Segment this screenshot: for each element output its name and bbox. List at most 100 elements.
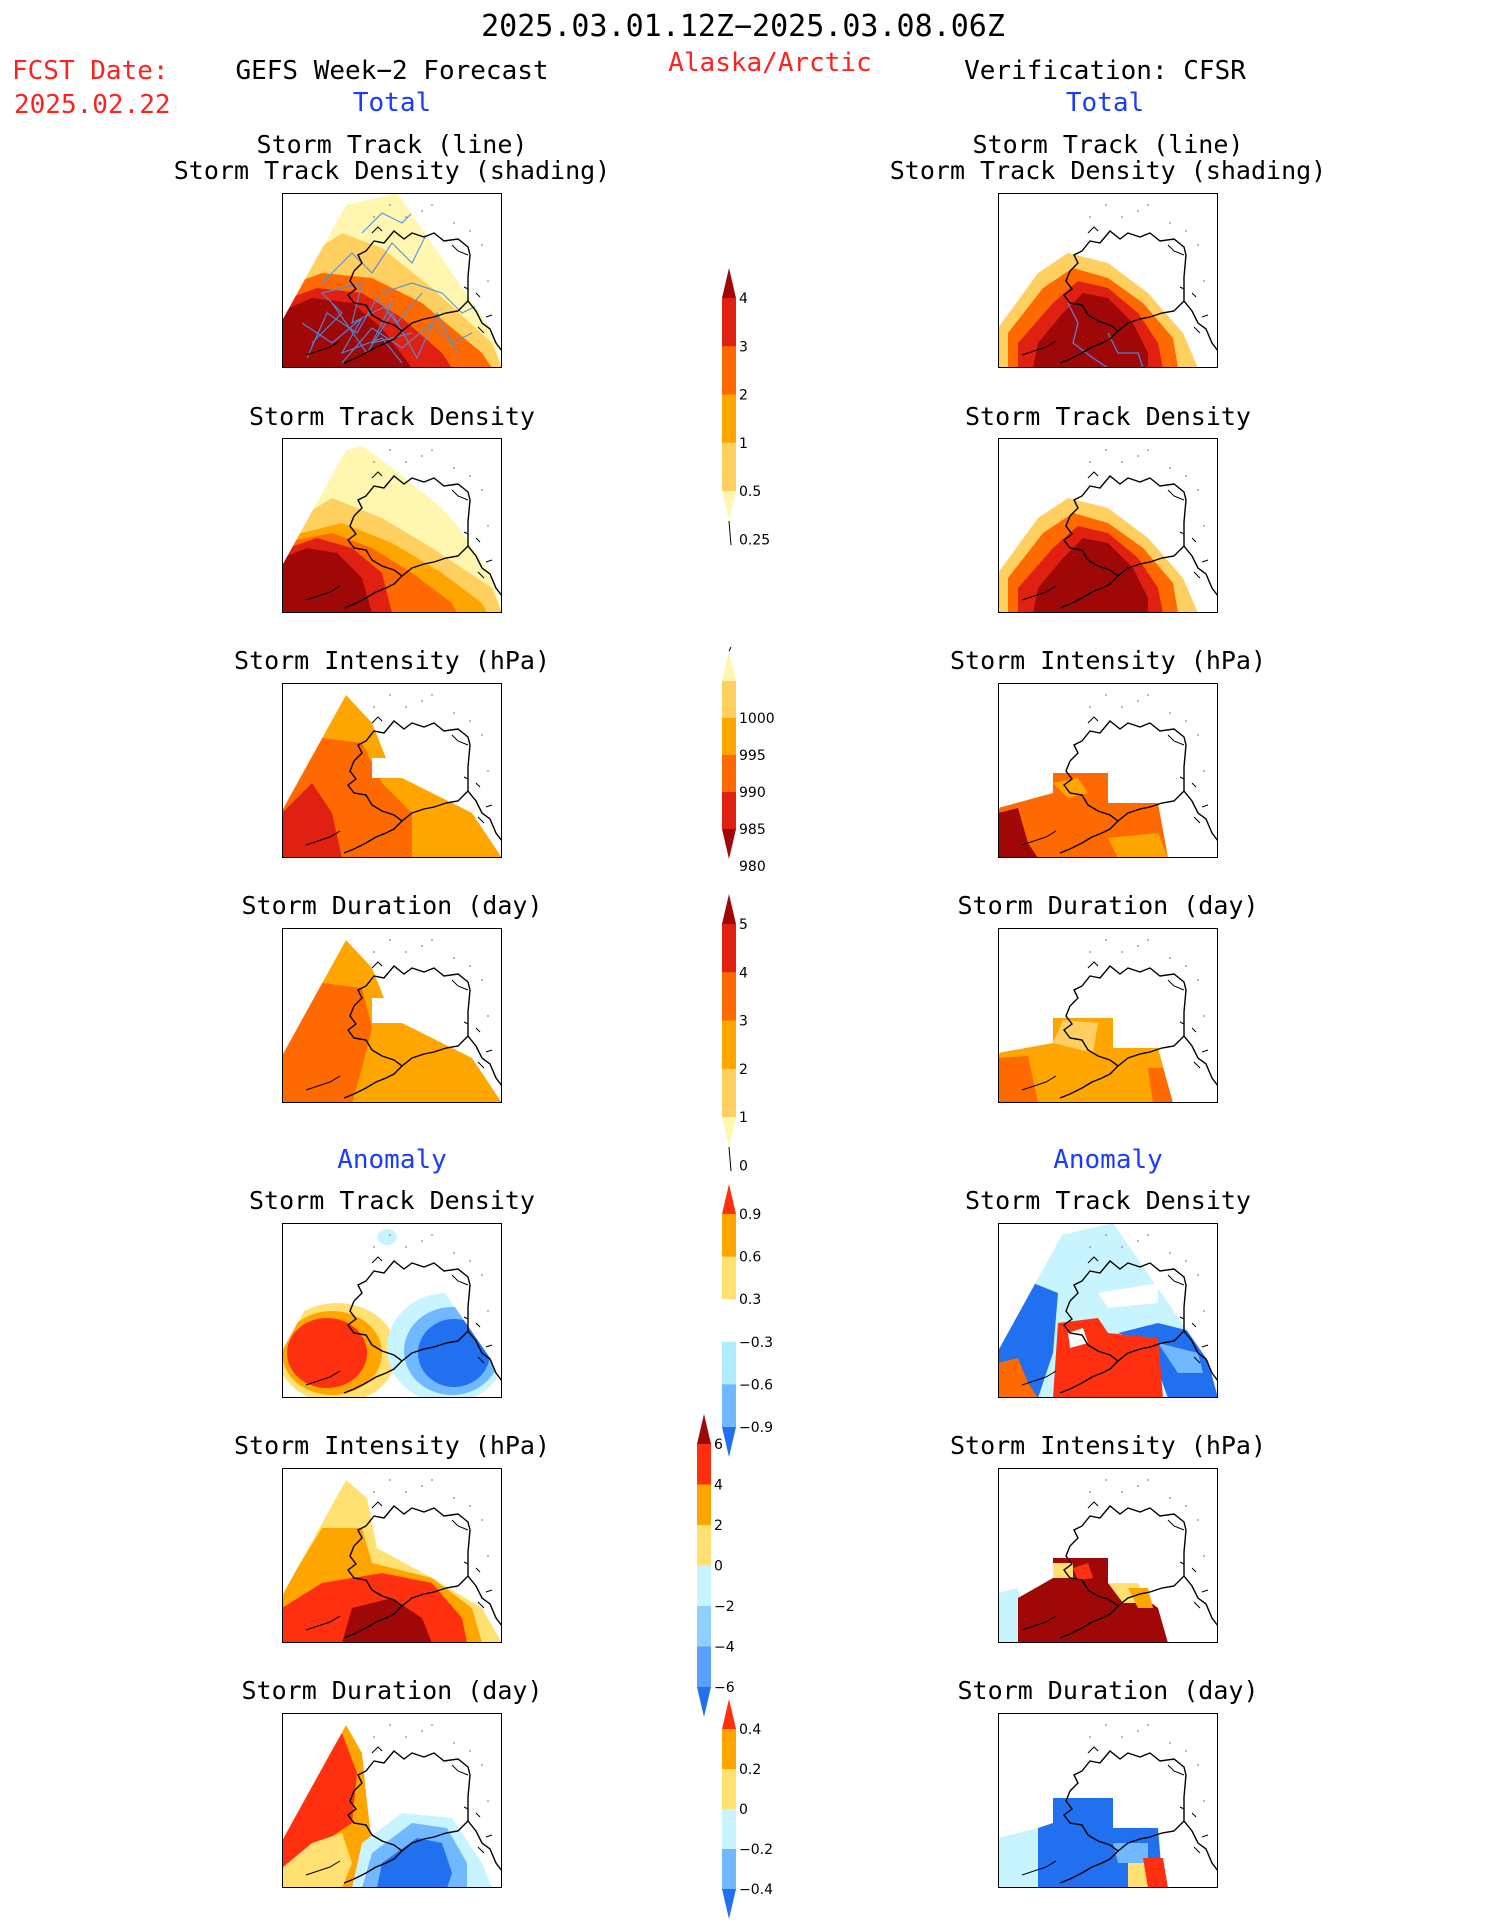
- intensity_total-tail: [728, 646, 732, 652]
- intensity_total-tick-label: 985: [739, 822, 766, 838]
- duration_total-segment: [722, 924, 736, 973]
- density_anom-tick-label: 0.6: [739, 1250, 761, 1266]
- right-track-line-title: Storm Track (line): [972, 130, 1244, 159]
- intensity_total-segment: [722, 681, 736, 719]
- intensity_total-tick-label: 1000: [739, 711, 775, 727]
- density_total-tick-label: 3: [739, 339, 748, 355]
- verification-title: Verification: CFSR: [964, 56, 1246, 86]
- left-density-title: Storm Track Density: [249, 402, 535, 431]
- duration_anom-tick-label: 0.4: [739, 1722, 761, 1738]
- intensity_anom-tick-label: −2: [714, 1599, 735, 1615]
- intensity_total-tip-bottom: [722, 829, 736, 859]
- duration_anom-tick-label: −0.4: [739, 1882, 773, 1898]
- intensity_total-tip-top: [722, 651, 736, 681]
- density_total-tick-label: 0.5: [739, 484, 761, 500]
- duration_total-tip-bottom: [722, 1117, 736, 1147]
- left-density-map: [282, 438, 502, 613]
- intensity_anom-segment: [697, 1606, 711, 1647]
- duration_total-tip-top: [722, 894, 736, 924]
- duration-anom-colorbar: 0.4 0.2 0 −0.2 −0.4: [722, 1699, 773, 1919]
- forecast-title: GEFS Week−2 Forecast: [235, 56, 549, 86]
- intensity_anom-segment: [697, 1646, 711, 1688]
- right-track-shading-title: Storm Track Density (shading): [889, 156, 1327, 185]
- intensity-anom-colorbar: 6 4 2 0 −2 −4 −6: [697, 1414, 735, 1717]
- right-duration-title: Storm Duration (day): [957, 891, 1259, 920]
- duration_anom-segment: [722, 1729, 736, 1770]
- left-duration-title: Storm Duration (day): [241, 891, 543, 920]
- duration_anom-tick-label: −0.2: [739, 1842, 773, 1858]
- left-track-line-title: Storm Track (line): [256, 130, 528, 159]
- left-anom-density-map: [282, 1223, 502, 1398]
- duration_total-segment: [722, 972, 736, 1021]
- right-anom-duration-title: Storm Duration (day): [957, 1676, 1259, 1705]
- intensity_anom-tick-label: 6: [714, 1437, 723, 1453]
- intensity-total-colorbar: 1000 995 990 985 980: [722, 646, 775, 875]
- density_total-tick-label: 0.25: [739, 532, 770, 547]
- fcst-date-value: 2025.02.22: [14, 90, 171, 120]
- density_anom-tick-label: 0.9: [739, 1207, 761, 1223]
- left-track-line-map: [282, 193, 502, 368]
- right-density-title: Storm Track Density: [965, 402, 1251, 431]
- left-total-label: Total: [352, 88, 432, 118]
- duration_anom-segment: [722, 1809, 736, 1850]
- left-intensity-map: [282, 683, 502, 858]
- density_total-tip-top: [722, 268, 736, 298]
- duration_total-tick-label: 3: [739, 1014, 748, 1030]
- right-anom-intensity-map: [998, 1468, 1218, 1643]
- right-intensity-map: [998, 683, 1218, 858]
- duration_total-segment: [722, 1068, 736, 1118]
- duration_total-tick-label: 2: [739, 1062, 748, 1078]
- duration_anom-tip-top: [722, 1699, 736, 1729]
- duration_anom-tick-label: 0: [739, 1802, 748, 1818]
- intensity_anom-segment: [697, 1525, 711, 1566]
- density_anom-tip-bottom: [722, 1427, 736, 1457]
- density_total-tick-label: 1: [739, 436, 748, 452]
- right-anom-density-title: Storm Track Density: [965, 1186, 1251, 1215]
- intensity_total-tick-label: 995: [739, 748, 766, 764]
- right-total-label: Total: [1065, 88, 1145, 118]
- density-total-colorbar: 4 3 2 1 0.5 0.25: [722, 268, 770, 547]
- left-anomaly-label: Anomaly: [337, 1145, 447, 1175]
- density_anom-tip-top: [722, 1184, 736, 1214]
- density_total-segment: [722, 298, 736, 347]
- density_total-tip-bottom: [722, 491, 736, 521]
- right-intensity-title: Storm Intensity (hPa): [949, 646, 1267, 675]
- intensity_total-segment: [722, 755, 736, 793]
- duration_anom-segment: [722, 1849, 736, 1890]
- intensity_anom-tick-label: 4: [714, 1478, 723, 1494]
- duration-total-colorbar: 5 4 3 2 1 0: [722, 894, 748, 1173]
- fcst-date-label: FCST Date:: [12, 56, 169, 86]
- left-anom-duration-map: [282, 1713, 502, 1888]
- density_total-tick-label: 4: [739, 291, 748, 307]
- left-duration-map: [282, 928, 502, 1103]
- density_anom-segment: [722, 1256, 736, 1300]
- right-density-map: [998, 438, 1218, 613]
- duration_anom-segment: [722, 1769, 736, 1810]
- duration_total-tick-label: 0: [739, 1158, 748, 1173]
- page-title: 2025.03.01.12Z−2025.03.08.06Z: [481, 9, 1005, 44]
- left-anom-intensity-title: Storm Intensity (hPa): [233, 1431, 551, 1460]
- duration_total-tick-label: 1: [739, 1110, 748, 1126]
- intensity_anom-tick-label: 2: [714, 1518, 723, 1534]
- intensity_anom-tip-top: [697, 1414, 711, 1444]
- right-anom-intensity-title: Storm Intensity (hPa): [949, 1431, 1267, 1460]
- duration_anom-tick-label: 0.2: [739, 1762, 761, 1778]
- duration_total-tick-label: 5: [739, 917, 748, 933]
- right-track-line-map: [998, 193, 1218, 368]
- density_anom-segment: [722, 1214, 736, 1258]
- intensity_anom-tick-label: 0: [714, 1559, 723, 1575]
- intensity_anom-segment: [697, 1444, 711, 1485]
- density_total-segment: [722, 346, 736, 395]
- intensity_total-tick-label: 980: [739, 859, 766, 875]
- duration_total-tick-label: 4: [739, 965, 748, 981]
- right-duration-map: [998, 928, 1218, 1103]
- density_anom-segment: [722, 1299, 736, 1343]
- right-anom-density-map: [998, 1223, 1218, 1398]
- density_anom-tick-label: −0.9: [739, 1420, 773, 1436]
- intensity_total-segment: [722, 792, 736, 830]
- intensity_anom-segment: [697, 1484, 711, 1526]
- left-anom-intensity-map: [282, 1468, 502, 1643]
- density_total-tail: [728, 520, 732, 546]
- left-track-shading-title: Storm Track Density (shading): [173, 156, 611, 185]
- density_anom-segment: [722, 1341, 736, 1385]
